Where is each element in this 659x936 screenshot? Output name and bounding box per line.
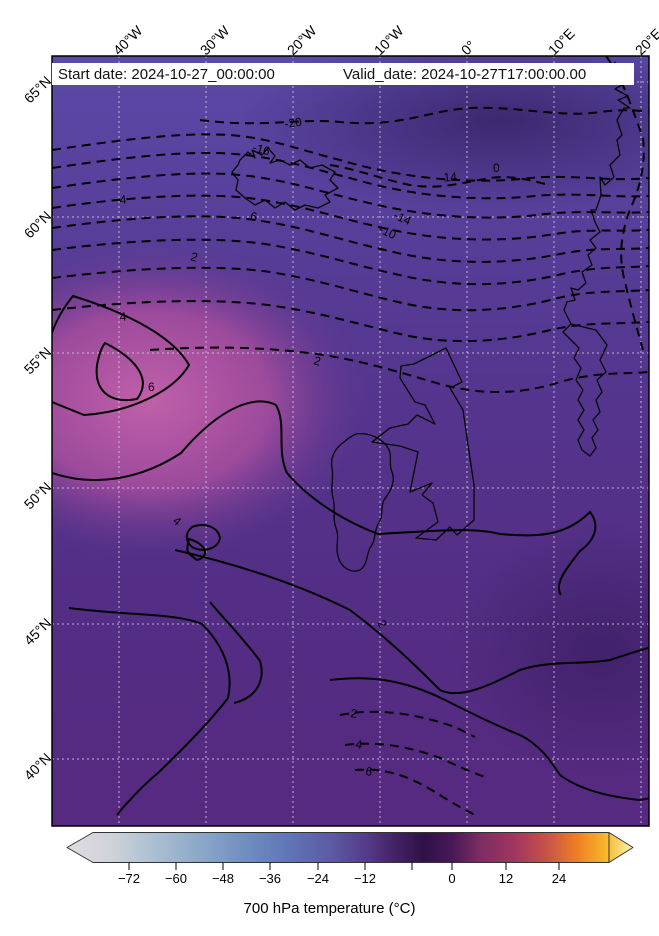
svg-text:24: 24 bbox=[552, 871, 566, 886]
svg-text:20°W: 20°W bbox=[284, 22, 320, 58]
svg-text:0: 0 bbox=[448, 871, 455, 886]
svg-text:65°N: 65°N bbox=[21, 73, 54, 106]
svg-text:10°E: 10°E bbox=[545, 25, 578, 58]
svg-text:-20: -20 bbox=[283, 115, 302, 131]
svg-text:−24: −24 bbox=[307, 871, 329, 886]
svg-text:−72: −72 bbox=[118, 871, 140, 886]
svg-text:−36: −36 bbox=[259, 871, 281, 886]
svg-text:40°N: 40°N bbox=[21, 750, 54, 783]
svg-text:6: 6 bbox=[148, 380, 155, 394]
svg-text:Valid_date: 2024-10-27T17:00:0: Valid_date: 2024-10-27T17:00:00.00 bbox=[343, 66, 586, 83]
svg-text:-14: -14 bbox=[439, 170, 458, 185]
svg-text:30°W: 30°W bbox=[197, 22, 233, 58]
svg-text:700 hPa temperature (°C): 700 hPa temperature (°C) bbox=[244, 900, 416, 917]
svg-text:0: 0 bbox=[493, 161, 500, 175]
svg-text:40°W: 40°W bbox=[110, 22, 146, 58]
svg-text:−60: −60 bbox=[165, 871, 187, 886]
svg-text:−12: −12 bbox=[354, 871, 376, 886]
svg-text:0°: 0° bbox=[458, 37, 479, 58]
svg-text:50°N: 50°N bbox=[21, 479, 54, 512]
svg-text:Start date: 2024-10-27_00:00:0: Start date: 2024-10-27_00:00:00 bbox=[58, 66, 275, 83]
svg-text:10°W: 10°W bbox=[371, 22, 407, 58]
svg-text:55°N: 55°N bbox=[21, 344, 54, 377]
svg-text:12: 12 bbox=[499, 871, 513, 886]
svg-text:20°E: 20°E bbox=[632, 25, 659, 58]
svg-text:60°N: 60°N bbox=[21, 208, 54, 241]
svg-text:−48: −48 bbox=[212, 871, 234, 886]
svg-text:45°N: 45°N bbox=[21, 615, 54, 648]
